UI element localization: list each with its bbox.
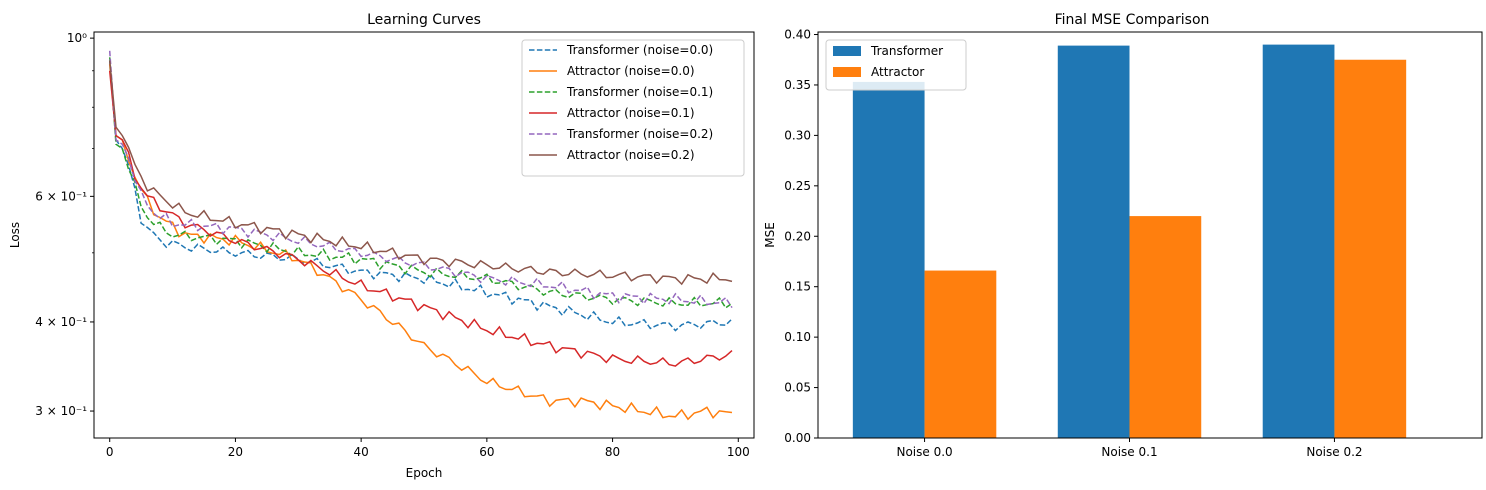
y-tick-label: 0.20 <box>784 229 811 243</box>
legend-label-transformer-noise-0-2: Transformer (noise=0.2) <box>566 127 713 141</box>
left-legend: Transformer (noise=0.0) Attractor (noise=… <box>521 39 745 177</box>
left-series-lines <box>108 50 733 421</box>
bar-transformer-noise-0-2 <box>1262 44 1335 438</box>
series-line-transformer-noise-0-0 <box>108 60 733 332</box>
y-tick-label: 0.05 <box>784 381 811 395</box>
legend-label-transformer-noise-0-1: Transformer (noise=0.1) <box>566 85 713 99</box>
legend-box <box>521 39 745 177</box>
bar-attractor-noise-0-0 <box>924 270 997 438</box>
left-x-axis-label: Epoch <box>406 466 443 480</box>
left-y-ticks: 10⁰ 6 × 10⁻¹ 4 × 10⁻¹ 3 × 10⁻¹ <box>35 31 94 418</box>
left-y-axis-label: Loss <box>8 222 22 248</box>
right-bars <box>852 44 1407 439</box>
series-line-attractor-noise-0-2 <box>108 60 733 286</box>
legend-label-attractor-noise-0-0: Attractor (noise=0.0) <box>567 64 695 78</box>
y-tick-label: 0.35 <box>784 78 811 92</box>
series-line-transformer-noise-0-2 <box>108 50 733 309</box>
x-tick-label: Noise 0.1 <box>1101 445 1157 459</box>
learning-curves-title: Learning Curves <box>367 12 481 28</box>
y-tick-label: 3 × 10⁻¹ <box>35 404 87 418</box>
legend-label-transformer: Transformer <box>870 44 943 58</box>
x-tick-label: 60 <box>479 445 494 459</box>
y-tick-label: 4 × 10⁻¹ <box>35 315 87 329</box>
legend-label-attractor-noise-0-1: Attractor (noise=0.1) <box>567 106 695 120</box>
bar-attractor-noise-0-1 <box>1129 216 1202 438</box>
legend-swatch-transformer <box>833 46 861 56</box>
mse-comparison-chart: Final MSE Comparison Noise 0.0 Noise 0.1 N… <box>763 12 1483 459</box>
right-y-ticks: 0.00 0.05 0.10 0.15 0.20 0.25 0.30 0.35 0.40 <box>784 28 818 445</box>
x-tick-label: 0 <box>106 445 114 459</box>
y-tick-label: 10⁰ <box>67 31 87 45</box>
series-line-transformer-noise-0-1 <box>108 57 733 309</box>
x-tick-label: 80 <box>605 445 620 459</box>
x-tick-label: Noise 0.2 <box>1306 445 1362 459</box>
learning-curves-chart: Learning Curves 0 20 40 60 80 100 10⁰ 6 × 10⁻¹… <box>8 12 755 480</box>
bar-transformer-noise-0-1 <box>1057 45 1130 438</box>
left-axes-frame <box>93 31 755 439</box>
x-tick-label: 20 <box>228 445 243 459</box>
legend-label-attractor-noise-0-2: Attractor (noise=0.2) <box>567 148 695 162</box>
y-tick-label: 6 × 10⁻¹ <box>35 189 87 203</box>
x-tick-label: 100 <box>727 445 750 459</box>
right-x-ticks: Noise 0.0 Noise 0.1 Noise 0.2 <box>896 438 1363 459</box>
y-tick-label: 0.10 <box>784 330 811 344</box>
legend-label-attractor: Attractor <box>871 65 924 79</box>
bar-attractor-noise-0-2 <box>1334 59 1407 438</box>
x-tick-label: 40 <box>354 445 369 459</box>
legend-label-transformer-noise-0-0: Transformer (noise=0.0) <box>566 43 713 57</box>
legend-swatch-attractor <box>833 67 861 77</box>
y-tick-label: 0.00 <box>784 431 811 445</box>
right-legend: Transformer Attractor <box>825 39 967 91</box>
y-tick-label: 0.25 <box>784 179 811 193</box>
y-tick-label: 0.30 <box>784 128 811 142</box>
right-y-axis-label: MSE <box>763 222 777 248</box>
series-line-attractor-noise-0-1 <box>108 70 733 367</box>
series-line-attractor-noise-0-0 <box>108 63 733 421</box>
left-x-ticks: 0 20 40 60 80 100 <box>106 438 750 459</box>
y-tick-label: 0.40 <box>784 28 811 42</box>
y-tick-label: 0.15 <box>784 280 811 294</box>
bar-transformer-noise-0-0 <box>852 81 925 439</box>
mse-comparison-title: Final MSE Comparison <box>1055 12 1210 28</box>
x-tick-label: Noise 0.0 <box>896 445 952 459</box>
right-axes-frame <box>817 31 1483 439</box>
